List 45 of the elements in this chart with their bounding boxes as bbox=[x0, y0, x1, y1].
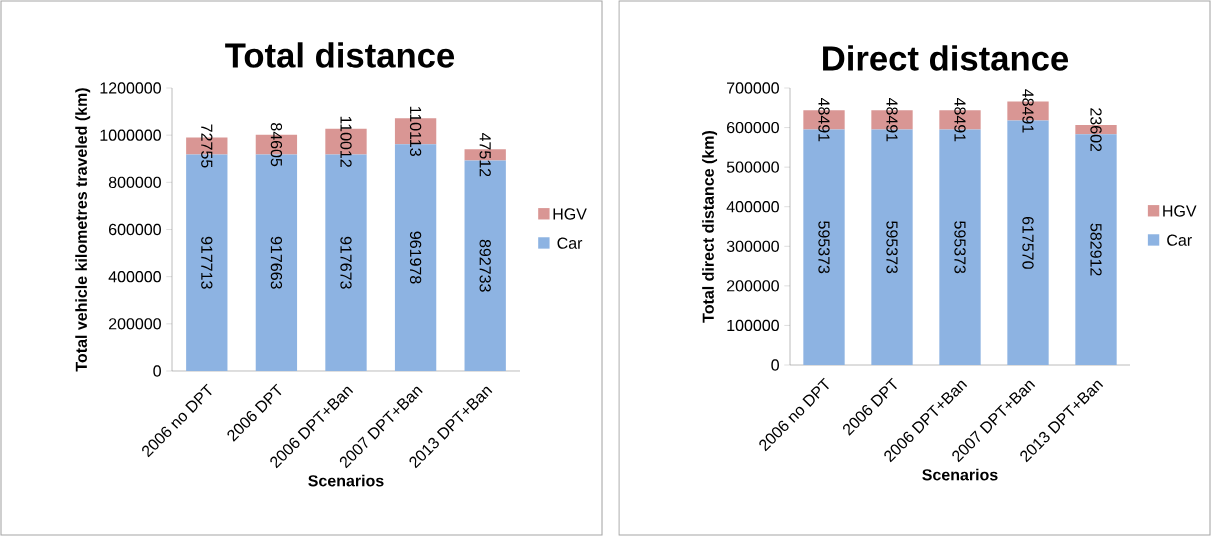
data-label: 595373 bbox=[886, 221, 898, 274]
y-tick-label: 300000 bbox=[726, 240, 779, 252]
data-label: 617570 bbox=[1022, 216, 1034, 269]
y-tick-label: 500000 bbox=[726, 161, 779, 173]
data-label: 892733 bbox=[479, 239, 491, 292]
y-axis-title: Total vehicle kilometres traveled (km) bbox=[75, 88, 91, 372]
data-label: 48491 bbox=[1022, 89, 1034, 133]
data-label: 595373 bbox=[818, 221, 830, 274]
data-label: 84605 bbox=[270, 123, 283, 167]
y-tick-label: 200000 bbox=[109, 318, 161, 330]
y-tick-label: 1000000 bbox=[100, 129, 161, 141]
data-label: 110012 bbox=[340, 116, 352, 167]
data-label: 595373 bbox=[954, 221, 966, 274]
y-tick-label: 1200000 bbox=[100, 82, 161, 94]
data-label: 917713 bbox=[201, 236, 213, 289]
data-label: 48491 bbox=[818, 97, 830, 142]
chart-title: Total distance bbox=[225, 42, 455, 68]
y-tick-label: 400000 bbox=[726, 201, 779, 213]
legend-label: Car bbox=[1167, 234, 1192, 246]
x-axis-title: Scenarios bbox=[922, 468, 998, 481]
x-axis-title: Scenarios bbox=[308, 474, 384, 487]
chart-title: Direct distance bbox=[823, 45, 1069, 71]
data-label: 48491 bbox=[954, 97, 966, 142]
y-tick-label: 100000 bbox=[727, 319, 779, 332]
data-label: 582912 bbox=[1090, 223, 1102, 276]
y-tick-label: 200000 bbox=[727, 280, 779, 292]
data-label: 110113 bbox=[409, 106, 422, 156]
y-axis-title: Total direct distance (km) bbox=[702, 130, 718, 323]
y-tick-label: 0 bbox=[153, 365, 161, 377]
data-label: 917673 bbox=[340, 236, 352, 289]
data-label: 48491 bbox=[886, 97, 898, 142]
data-label: 47512 bbox=[479, 132, 491, 177]
data-label: 961978 bbox=[409, 231, 422, 284]
data-label: 72755 bbox=[201, 124, 213, 168]
y-tick-label: 400000 bbox=[108, 271, 161, 283]
y-tick-label: 700000 bbox=[727, 82, 779, 94]
y-tick-label: 600000 bbox=[727, 121, 779, 134]
legend-label: Car bbox=[557, 237, 583, 249]
y-tick-label: 800000 bbox=[108, 176, 161, 188]
data-label: 917663 bbox=[270, 236, 283, 289]
y-tick-label: 0 bbox=[771, 359, 779, 371]
data-label: 23602 bbox=[1090, 108, 1102, 152]
legend-label: HGV bbox=[1163, 205, 1197, 217]
legend-label: HGV bbox=[553, 208, 587, 220]
y-tick-label: 600000 bbox=[109, 223, 161, 236]
